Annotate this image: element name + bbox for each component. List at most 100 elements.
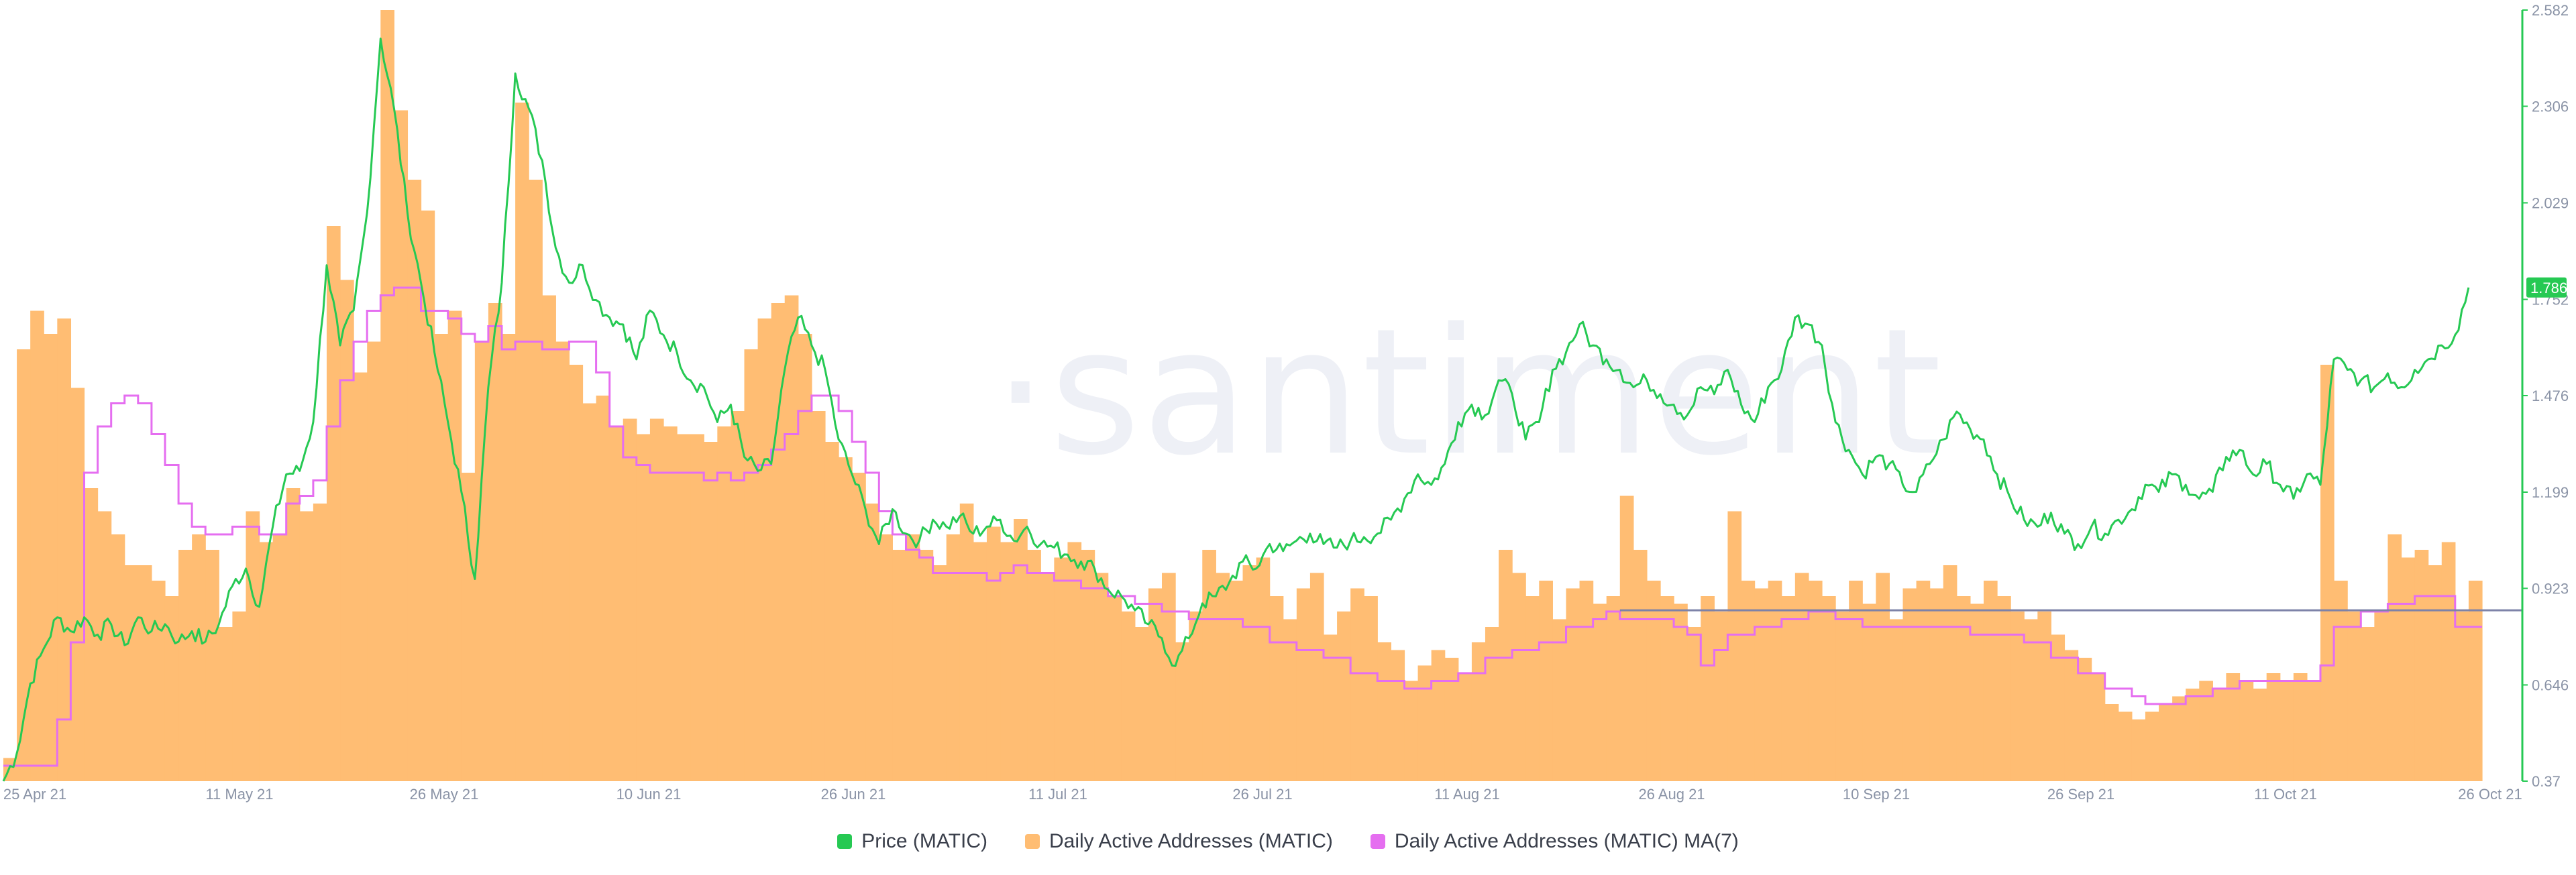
daa-bar <box>1714 611 1729 781</box>
daa-bar <box>2064 650 2079 781</box>
daa-bar <box>865 504 879 781</box>
daa-bar <box>138 565 152 781</box>
ma-line <box>3 286 2482 767</box>
daa-bar <box>1121 611 1136 781</box>
x-tick-label: 26 Aug 21 <box>1638 786 1705 803</box>
daa-bar <box>636 434 651 781</box>
daa-bar <box>1849 581 1863 781</box>
daa-bar <box>1552 619 1567 781</box>
daa-bar <box>1916 581 1931 781</box>
y-tick-label: 2.306 <box>2532 99 2569 115</box>
daa-bar <box>932 565 947 781</box>
daa-bar <box>798 334 812 781</box>
daa-bar <box>2266 673 2281 781</box>
daa-bar <box>259 542 274 781</box>
daa-bar <box>1242 565 1257 781</box>
daa-bar <box>1108 596 1122 781</box>
daa-bar <box>596 396 610 781</box>
daa-bar <box>1269 596 1284 781</box>
daa-bar <box>272 534 287 781</box>
legend-label-price: Price (MATIC) <box>861 830 987 852</box>
daa-bar <box>2441 542 2456 781</box>
daa-bar <box>2361 627 2375 781</box>
daa-bar <box>609 426 624 781</box>
daa-bar <box>2131 719 2146 781</box>
daa-bar <box>1256 557 1271 781</box>
daa-bar <box>313 504 327 781</box>
daa-bar <box>164 596 179 781</box>
price-badge <box>2526 277 2567 298</box>
daa-bar <box>677 434 691 781</box>
daa-bar <box>44 334 58 781</box>
y-tick-label: 0.37 <box>2532 773 2561 790</box>
daa-bar <box>2401 557 2416 781</box>
daa-bar <box>1404 681 1419 781</box>
daa-bar <box>2293 673 2308 781</box>
y-tick-label: 1.476 <box>2532 388 2569 404</box>
legend-item-price[interactable]: Price (MATIC) <box>837 830 987 853</box>
daa-bar <box>84 488 99 781</box>
daa-bar <box>205 550 219 781</box>
daa-bar <box>1674 603 1688 781</box>
daa-bar <box>1902 588 1917 781</box>
daa-bar <box>542 295 556 781</box>
daa-bar <box>1000 542 1014 781</box>
daa-bar <box>1094 573 1109 781</box>
daa-bar <box>1148 588 1163 781</box>
daa-bar <box>461 473 476 781</box>
daa-bar <box>2024 619 2038 781</box>
daa-bar <box>2091 673 2106 781</box>
daa-bar <box>2159 704 2173 781</box>
daa-bar <box>892 550 907 781</box>
legend-item-daa[interactable]: Daily Active Addresses (MATIC) <box>1024 830 1333 853</box>
daa-bar <box>1997 596 2011 781</box>
daa-bar <box>1377 642 1391 781</box>
daa-bar <box>1054 557 1069 781</box>
daa-bar <box>1889 619 1904 781</box>
daa-bar <box>717 426 731 781</box>
daa-bar <box>2078 658 2092 781</box>
daa-bar <box>124 565 139 781</box>
daa-bar <box>1162 573 1176 781</box>
legend-item-ma[interactable]: Daily Active Addresses (MATIC) MA(7) <box>1370 830 1739 853</box>
daa-bar <box>1579 581 1594 781</box>
legend: Price (MATIC) Daily Active Addresses (MA… <box>0 830 2576 853</box>
daa-bar <box>2253 689 2267 781</box>
daa-bar <box>434 334 449 781</box>
x-tick-label: 10 Jun 21 <box>616 786 682 803</box>
daa-bar <box>1027 550 1041 781</box>
daa-bar <box>879 534 893 781</box>
daa-bar <box>973 542 987 781</box>
daa-bar <box>1283 619 1297 781</box>
daa-bar <box>2186 689 2200 781</box>
daa-bar <box>852 473 866 781</box>
daa-bar <box>219 627 233 781</box>
daa-bar <box>2104 704 2119 781</box>
daa-bar <box>1364 596 1378 781</box>
daa-bar <box>178 550 193 781</box>
daa-bar <box>623 418 637 781</box>
daa-bar <box>1391 650 1405 781</box>
price-line <box>2 38 2470 782</box>
daa-bar <box>2279 681 2294 781</box>
daa-bar <box>1808 581 1823 781</box>
x-axis: 25 Apr 21 11 May 21 26 May 21 10 Jun 21 26 J… <box>3 786 2522 803</box>
daa-bar <box>354 372 368 781</box>
daa-bar <box>192 534 206 781</box>
daa-bar <box>663 426 678 781</box>
daa-bar <box>421 211 435 781</box>
x-tick-label: 25 Apr 21 <box>3 786 66 803</box>
ma-path <box>3 286 2482 767</box>
daa-bar <box>1687 627 1701 781</box>
y-tick-label: 0.923 <box>2532 581 2569 597</box>
x-tick-label: 11 Jul 21 <box>1028 786 1087 803</box>
daa-bar <box>1701 596 1715 781</box>
daa-bar <box>1970 603 1984 781</box>
daa-bar <box>474 341 489 781</box>
daa-bar <box>1593 603 1607 781</box>
daa-bar <box>286 488 301 781</box>
daa-bar <box>986 526 1001 781</box>
daa-bar <box>2172 696 2186 781</box>
daa-bar <box>784 295 799 781</box>
daa-bar <box>1081 550 1095 781</box>
